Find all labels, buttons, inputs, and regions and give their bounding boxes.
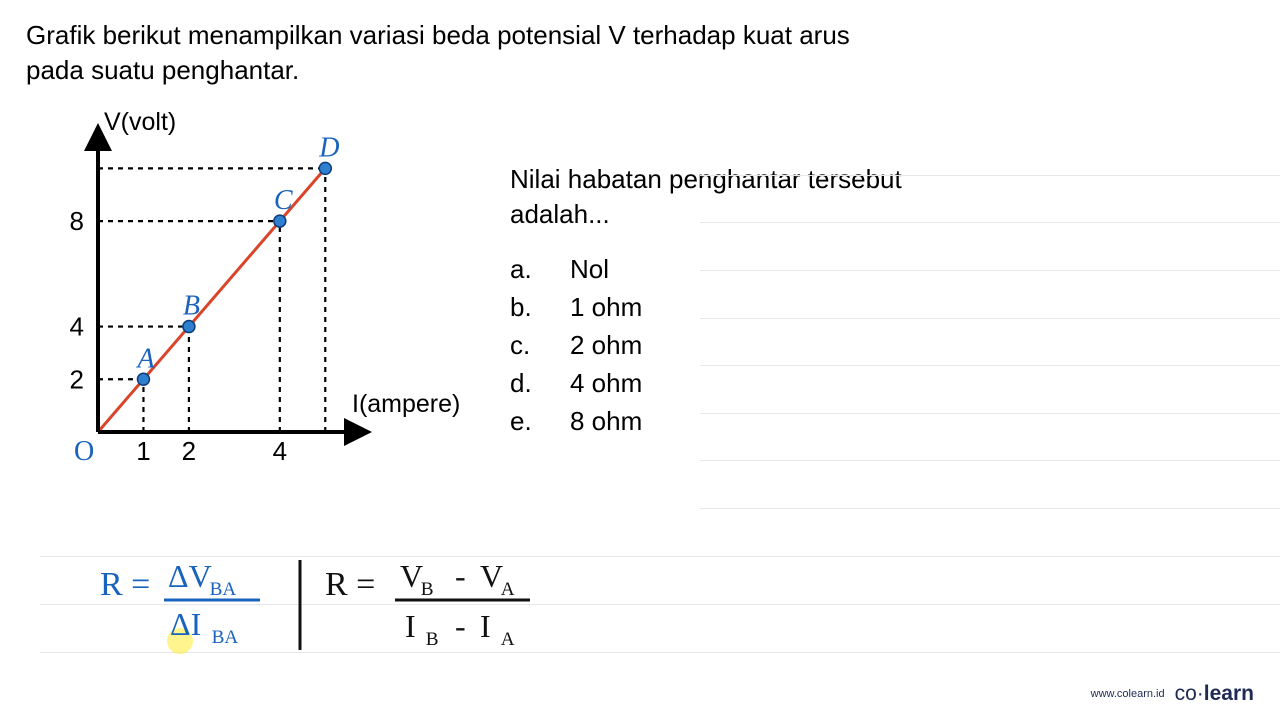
- svg-text:B: B: [183, 291, 200, 322]
- handwritten-work: R =ΔVBAΔIBAR =VB-VAIB-IA: [100, 555, 700, 665]
- answer-options: a.Nolb.1 ohmc.2 ohmd.4 ohme.8 ohm: [510, 254, 902, 437]
- svg-text:D: D: [318, 133, 339, 164]
- svg-text:A: A: [501, 579, 515, 600]
- svg-text:A: A: [501, 629, 515, 650]
- svg-text:C: C: [274, 185, 293, 216]
- svg-text:R =: R =: [100, 566, 150, 603]
- svg-text:I: I: [405, 608, 416, 644]
- svg-text:I: I: [480, 608, 491, 644]
- question-line-2: pada suatu penghantar.: [26, 55, 299, 85]
- svg-text:-: -: [455, 608, 466, 644]
- option-letter: e.: [510, 406, 570, 437]
- option-letter: b.: [510, 292, 570, 323]
- prompt-text: Nilai habatan penghantar tersebut adalah…: [510, 162, 902, 232]
- option-row[interactable]: b.1 ohm: [510, 292, 902, 323]
- footer-logo: co·learn: [1175, 682, 1254, 706]
- svg-text:ΔV: ΔV: [168, 558, 212, 594]
- option-letter: c.: [510, 330, 570, 361]
- question-text: Grafik berikut menampilkan variasi beda …: [26, 18, 1254, 88]
- prompt-line-1: Nilai habatan penghantar tersebut: [510, 164, 902, 194]
- svg-text:A: A: [135, 343, 155, 374]
- option-letter: a.: [510, 254, 570, 285]
- svg-text:4: 4: [273, 436, 287, 466]
- svg-text:V: V: [400, 558, 423, 594]
- footer-url: www.colearn.id: [1091, 688, 1165, 700]
- svg-text:ΔI: ΔI: [170, 606, 201, 642]
- svg-text:-: -: [455, 558, 466, 594]
- svg-text:B: B: [426, 629, 439, 650]
- option-text: Nol: [570, 254, 609, 285]
- option-text: 2 ohm: [570, 330, 642, 361]
- svg-text:8: 8: [70, 206, 84, 236]
- vi-chart: 248124ABCDV(volt)I(ampere)O: [26, 112, 466, 472]
- option-text: 1 ohm: [570, 292, 642, 323]
- option-row[interactable]: d.4 ohm: [510, 368, 902, 399]
- question-line-1: Grafik berikut menampilkan variasi beda …: [26, 20, 850, 50]
- option-text: 8 ohm: [570, 406, 642, 437]
- svg-text:I(ampere): I(ampere): [352, 390, 460, 418]
- option-row[interactable]: a.Nol: [510, 254, 902, 285]
- svg-text:B: B: [421, 579, 434, 600]
- svg-text:V(volt): V(volt): [104, 112, 176, 136]
- svg-text:BA: BA: [212, 627, 239, 648]
- svg-text:4: 4: [70, 312, 84, 342]
- svg-text:2: 2: [182, 436, 196, 466]
- option-text: 4 ohm: [570, 368, 642, 399]
- footer: www.colearn.id co·learn: [1091, 682, 1254, 706]
- option-row[interactable]: c.2 ohm: [510, 330, 902, 361]
- option-row[interactable]: e.8 ohm: [510, 406, 902, 437]
- prompt-line-2: adalah...: [510, 199, 610, 229]
- svg-text:2: 2: [70, 364, 84, 394]
- svg-text:O: O: [74, 436, 94, 467]
- svg-text:V: V: [480, 558, 503, 594]
- option-letter: d.: [510, 368, 570, 399]
- svg-text:R =: R =: [325, 566, 375, 603]
- svg-text:BA: BA: [210, 579, 237, 600]
- svg-text:1: 1: [136, 436, 150, 466]
